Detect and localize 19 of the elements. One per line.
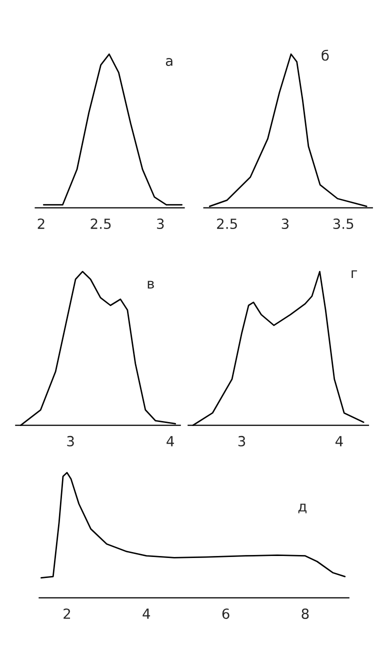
x-tick-label: 4 <box>336 436 343 446</box>
x-tick-label: 3.5 <box>333 218 354 230</box>
x-tick-label: 8 <box>302 608 309 619</box>
x-tick-label: 3 <box>238 436 246 446</box>
x-tick-label: 3 <box>157 218 164 230</box>
x-tick-label: 2 <box>64 608 70 619</box>
x-tick-label: 2 <box>38 218 44 229</box>
annotation: г <box>352 270 358 278</box>
x-tick-label: 4 <box>166 436 174 446</box>
x-tick-label: 2.5 <box>90 218 111 230</box>
x-tick-label: 3 <box>282 218 289 230</box>
x-tick-label: 2.5 <box>217 218 237 230</box>
annotation: б <box>322 50 329 61</box>
annotation: в <box>148 280 154 288</box>
annotation: д <box>298 504 307 514</box>
x-tick-label: 6 <box>222 608 230 619</box>
x-tick-label: 4 <box>142 608 150 619</box>
annotation: а <box>166 58 172 66</box>
x-tick-label: 3 <box>67 436 74 446</box>
